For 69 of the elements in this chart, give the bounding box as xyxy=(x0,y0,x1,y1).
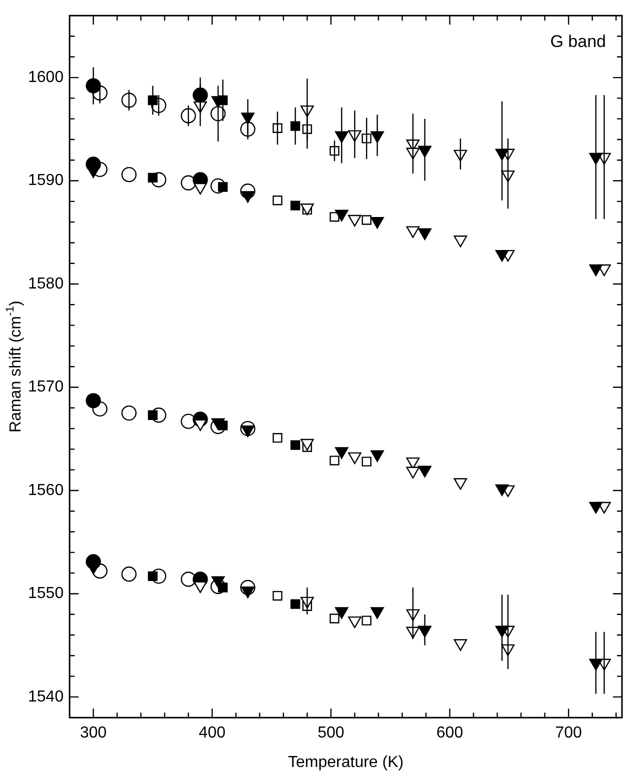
point xyxy=(211,418,225,430)
y-tick-label: 1580 xyxy=(28,275,64,292)
x-axis-title: Temperature (K) xyxy=(288,754,404,771)
point xyxy=(194,419,207,431)
point xyxy=(180,175,196,190)
point xyxy=(454,639,468,651)
point xyxy=(290,599,300,609)
y-tick-label: 1590 xyxy=(28,172,64,190)
point xyxy=(348,452,362,464)
point xyxy=(454,478,468,490)
point xyxy=(300,438,314,451)
point xyxy=(418,466,432,478)
point xyxy=(330,456,340,466)
point xyxy=(148,410,158,420)
point xyxy=(121,166,137,182)
point xyxy=(180,108,196,124)
point xyxy=(241,191,254,203)
point xyxy=(218,582,228,592)
point xyxy=(589,502,603,514)
point xyxy=(495,484,509,496)
point xyxy=(370,216,384,229)
x-tick-label: 400 xyxy=(198,724,226,742)
point xyxy=(290,440,300,450)
point xyxy=(334,210,348,222)
point xyxy=(370,450,384,462)
point xyxy=(334,447,348,459)
point xyxy=(406,466,420,478)
point xyxy=(148,571,158,582)
point xyxy=(121,566,137,582)
point xyxy=(86,393,101,408)
point xyxy=(406,226,420,238)
point xyxy=(362,456,372,466)
x-tick-label: 500 xyxy=(318,724,344,742)
point xyxy=(121,405,137,421)
point xyxy=(589,264,603,276)
point xyxy=(348,616,362,628)
y-tick-label: 1540 xyxy=(28,688,64,706)
point xyxy=(348,214,362,227)
point xyxy=(148,172,158,183)
point xyxy=(272,196,282,206)
y-tick-label: 1570 xyxy=(28,378,64,396)
point xyxy=(330,614,340,624)
point xyxy=(334,607,348,619)
point xyxy=(211,576,225,588)
point xyxy=(370,607,384,619)
point xyxy=(290,200,300,210)
y-tick-label: 1550 xyxy=(28,585,64,602)
y-tick-label: 1560 xyxy=(28,482,64,499)
point xyxy=(362,215,372,225)
point xyxy=(194,182,207,195)
x-tick-label: 300 xyxy=(80,724,107,742)
x-tick-label: 700 xyxy=(555,724,582,742)
point xyxy=(272,590,282,601)
point xyxy=(272,432,282,443)
point xyxy=(454,236,468,248)
point xyxy=(495,250,509,262)
x-tick-label: 600 xyxy=(436,724,464,742)
y-tick-label: 1600 xyxy=(28,68,64,86)
point xyxy=(194,581,207,594)
point xyxy=(218,182,228,192)
point xyxy=(330,212,340,222)
annotation: G band xyxy=(550,32,606,51)
y-axis-title: Raman shift (cm-1) xyxy=(4,300,24,432)
point xyxy=(86,166,100,178)
point xyxy=(241,425,254,438)
point xyxy=(121,92,137,108)
point xyxy=(362,616,372,626)
point xyxy=(241,586,254,598)
point xyxy=(418,228,432,240)
